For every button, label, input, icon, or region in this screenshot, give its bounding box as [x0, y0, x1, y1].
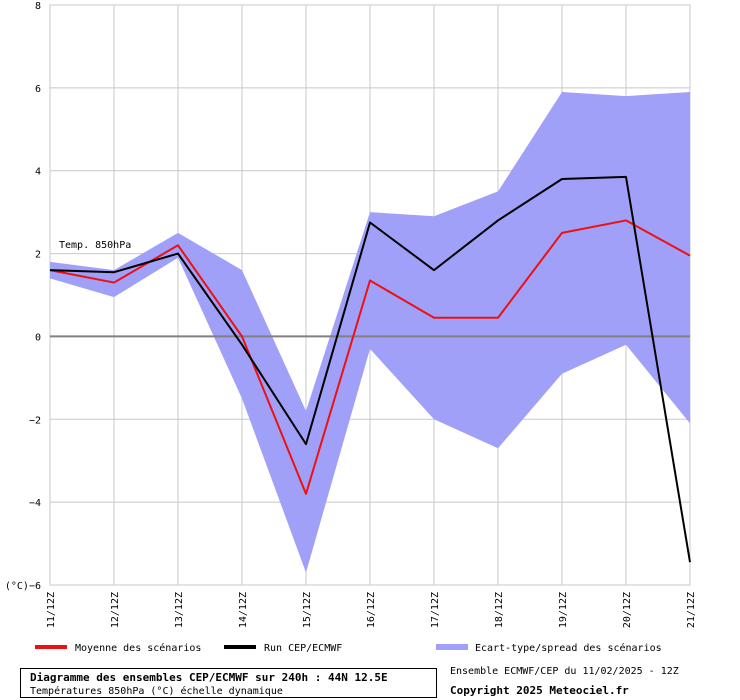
x-tick-label: 14/12Z — [238, 592, 249, 628]
copyright: Copyright 2025 Meteociel.fr — [450, 684, 629, 697]
x-tick-label: 21/12Z — [686, 592, 697, 628]
x-tick-label: 17/12Z — [430, 592, 441, 628]
spread-layer — [50, 92, 690, 573]
x-tick-label: 13/12Z — [174, 592, 185, 628]
y-tick-label: 8 — [35, 1, 41, 12]
legend-mean-swatch — [35, 645, 67, 649]
run-series-line — [49, 175, 691, 563]
y-tick-label: 4 — [35, 167, 41, 178]
y-tick-label: −4 — [29, 498, 41, 509]
x-tick-label: 18/12Z — [494, 592, 505, 628]
series-layer — [49, 175, 691, 563]
x-tick-label: 19/12Z — [558, 592, 569, 628]
y-tick-label: −2 — [29, 415, 41, 426]
x-tick-labels: 11/12Z 12/12Z 13/12Z 14/12Z 15/12Z 16/12Z 17/1… — [46, 592, 697, 628]
x-tick-label: 16/12Z — [366, 592, 377, 628]
legend-spread-swatch — [436, 644, 468, 650]
chart-subtitle: Températures 850hPa (°C) échelle dynamiq… — [30, 686, 283, 697]
legend-spread-label: Ecart-type/spread des scénarios — [475, 642, 662, 654]
chart-annotation: Temp. 850hPa — [59, 240, 131, 251]
spread-band — [50, 92, 690, 573]
y-tick-label: 2 — [35, 250, 41, 261]
x-tick-label: 20/12Z — [622, 592, 633, 628]
x-tick-label: 12/12Z — [110, 592, 121, 628]
ensemble-chart: (°C)−6 −4 −2 0 2 4 6 8 11/12Z 12/12Z 13/12Z 14/12Z… — [5, 1, 697, 654]
y-tick-label: (°C)−6 — [5, 581, 41, 592]
legend-mean-label: Moyenne des scénarios — [75, 642, 201, 654]
mean-series-line — [49, 219, 691, 495]
chart-title: Diagramme des ensembles CEP/ECMWF sur 24… — [30, 671, 388, 684]
ensemble-info: Ensemble ECMWF/CEP du 11/02/2025 - 12Z — [450, 666, 679, 677]
y-tick-labels: (°C)−6 −4 −2 0 2 4 6 8 — [5, 1, 41, 592]
chart-title-box: Diagramme des ensembles CEP/ECMWF sur 24… — [20, 668, 437, 698]
x-tick-label: 11/12Z — [46, 592, 57, 628]
legend-run-swatch — [224, 645, 256, 649]
legend: Moyenne des scénarios Run CEP/ECMWF Ecar… — [35, 642, 662, 654]
legend-run-label: Run CEP/ECMWF — [264, 643, 342, 654]
y-tick-label: 6 — [35, 84, 41, 95]
y-tick-label: 0 — [35, 332, 41, 343]
x-tick-label: 15/12Z — [302, 592, 313, 628]
